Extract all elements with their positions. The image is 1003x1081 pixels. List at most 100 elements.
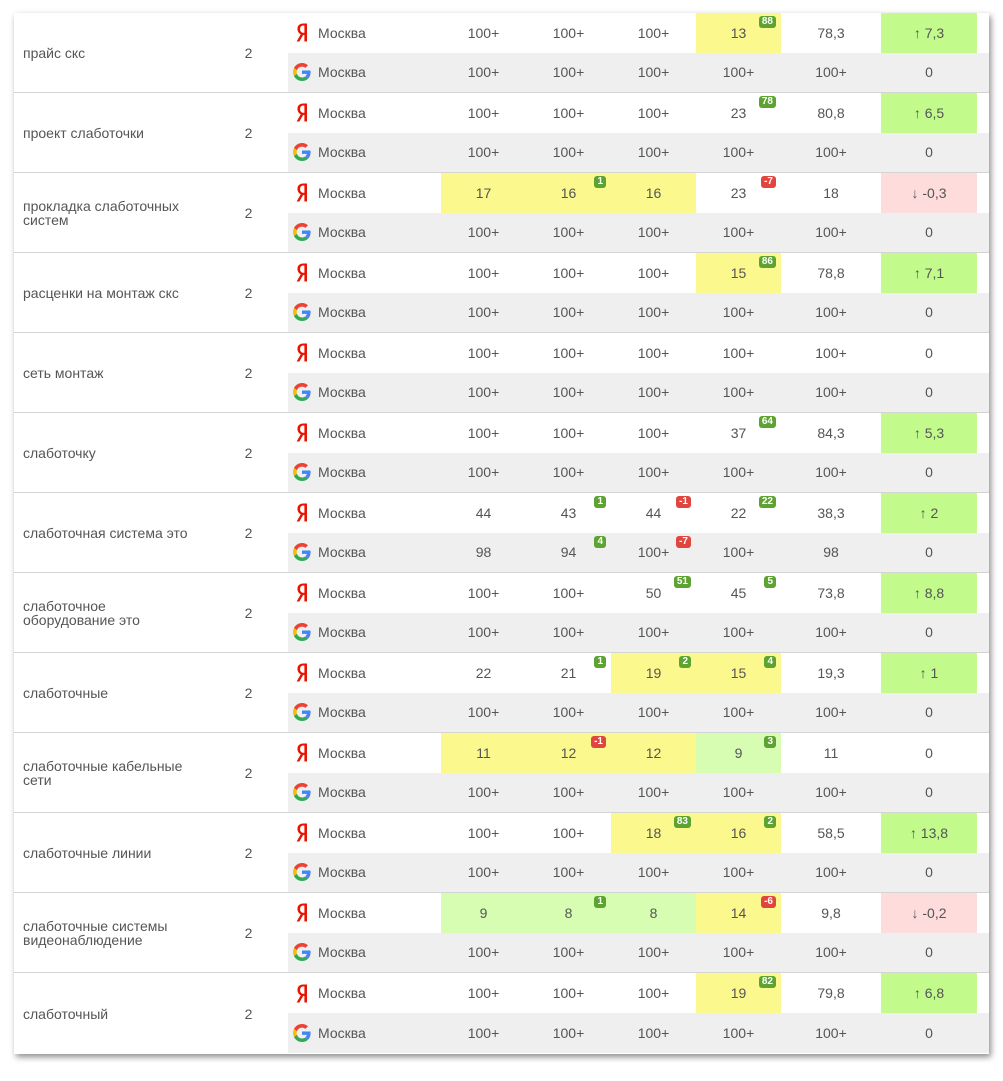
- keyword-cell: слаботочные кабельные сети: [14, 733, 209, 812]
- change-badge: 86: [758, 256, 776, 268]
- keyword-text: слаботочку: [23, 444, 96, 461]
- yandex-icon: [296, 423, 307, 442]
- region-label: Москва: [318, 985, 366, 1001]
- position-value: 100+: [722, 224, 755, 241]
- google-icon: [293, 623, 311, 642]
- yandex-row: Москва 100+ 100+ 100+ 15 86 78,8 ↑ 7,1: [288, 253, 989, 293]
- average-cell: 19,3: [817, 664, 845, 681]
- position-cell: 100+: [696, 1013, 781, 1053]
- keyword-count: 2: [244, 524, 253, 541]
- change-badge: -1: [676, 496, 691, 508]
- position-cell: 100+: [526, 1013, 611, 1053]
- position-cell: 9: [441, 893, 526, 933]
- position-cell: 100+: [611, 693, 696, 733]
- keyword-cell: сеть монтаж: [14, 333, 209, 412]
- average-cell: 58,5: [817, 824, 845, 841]
- yandex-row: Москва 17 16 1 16 23 -7 18 ↓ -0,3: [288, 173, 989, 213]
- position-value: 15: [730, 264, 747, 281]
- yandex-icon: [296, 984, 307, 1002]
- position-cell: 100+: [611, 53, 696, 93]
- position-value: 100+: [552, 384, 585, 401]
- keyword-count: 2: [244, 844, 253, 861]
- position-value: 100+: [552, 144, 585, 161]
- average-cell: 100+: [815, 944, 847, 961]
- keyword-group: слаботочная система это 2 Москва 44 43 1 …: [14, 493, 989, 573]
- position-value: 100+: [722, 144, 755, 161]
- google-icon: [293, 543, 311, 562]
- google-engine: [288, 293, 316, 333]
- google-row: Москва 100+ 100+ 100+ 100+ 100+ 0: [288, 852, 989, 893]
- trend-cell: ↑ 7,1: [881, 253, 977, 293]
- position-cell: 12: [611, 733, 696, 773]
- position-cell: 19 82: [696, 973, 781, 1013]
- position-cell: 16 1: [526, 173, 611, 213]
- position-cell: 100+: [526, 53, 611, 93]
- change-badge: 1: [594, 176, 606, 188]
- position-value: 100+: [637, 24, 670, 41]
- yandex-icon: [296, 343, 307, 362]
- yandex-row: Москва 100+ 100+ 100+ 19 82 79,8 ↑ 6,8: [288, 973, 989, 1013]
- yandex-engine: [288, 493, 316, 533]
- position-cell: 18 83: [611, 813, 696, 853]
- position-value: 100+: [722, 304, 755, 321]
- engine-rows: Москва 17 16 1 16 23 -7 18 ↓ -0,3 Москва 1…: [288, 173, 989, 252]
- keyword-cell: расценки на монтаж скс: [14, 253, 209, 332]
- position-cell: 16 2: [696, 813, 781, 853]
- yandex-row: Москва 100+ 100+ 100+ 13 88 78,3 ↑ 7,3: [288, 13, 989, 53]
- keyword-cell: слаботочные: [14, 653, 209, 732]
- yandex-icon: [296, 743, 307, 762]
- position-value: 100+: [722, 784, 755, 801]
- keyword-group: слаботочные линии 2 Москва 100+ 100+ 18 8…: [14, 813, 989, 893]
- position-cell: 100+: [441, 253, 526, 293]
- region-label: Москва: [318, 24, 366, 41]
- trend-cell: ↓ -0,2: [881, 893, 977, 933]
- position-value: 23: [730, 104, 747, 121]
- position-value: 100+: [722, 544, 755, 561]
- trend-cell: 0: [925, 704, 933, 721]
- yandex-engine: [288, 813, 316, 853]
- google-icon: [293, 1024, 311, 1042]
- keyword-text: слаботочное оборудование это: [23, 597, 140, 628]
- keyword-cell: слаботочные системы видеонаблюдение: [14, 893, 209, 972]
- position-cell: 100+: [441, 573, 526, 613]
- position-value: 12: [560, 744, 577, 761]
- average-cell: 100+: [815, 304, 847, 321]
- position-value: 100+: [637, 224, 670, 241]
- trend-cell: 0: [925, 344, 933, 361]
- position-value: 44: [645, 504, 662, 521]
- engine-rows: Москва 22 21 1 19 2 15 4 19,3 ↑ 1 Москва 10…: [288, 653, 989, 732]
- google-engine: [288, 853, 316, 893]
- yandex-row: Москва 100+ 100+ 100+ 37 64 84,3 ↑ 5,3: [288, 413, 989, 453]
- region-label: Москва: [318, 104, 366, 121]
- google-icon: [293, 943, 311, 962]
- position-value: 17: [475, 184, 492, 201]
- position-cell: 100+: [526, 13, 611, 53]
- position-value: 100+: [467, 464, 500, 481]
- yandex-engine: [288, 573, 316, 613]
- position-value: 43: [560, 504, 577, 521]
- position-value: 100+: [467, 24, 500, 41]
- position-cell: 100+: [696, 933, 781, 973]
- change-badge: 83: [673, 816, 691, 828]
- keyword-text: сеть монтаж: [23, 364, 104, 381]
- google-row: Москва 100+ 100+ 100+ 100+ 100+ 0: [288, 452, 989, 492]
- position-value: 100+: [552, 784, 585, 801]
- keyword-cell: слаботочные линии: [14, 813, 209, 892]
- change-badge: 78: [758, 96, 776, 108]
- google-engine: [288, 533, 316, 573]
- keyword-count: 2: [244, 764, 253, 781]
- region-label: Москва: [318, 224, 366, 241]
- yandex-icon: [296, 663, 307, 682]
- position-cell: 100+: [696, 213, 781, 253]
- position-cell: 100+: [611, 973, 696, 1013]
- keyword-text: слаботочные: [23, 684, 109, 701]
- google-engine: [288, 213, 316, 253]
- trend-cell: 0: [925, 304, 933, 321]
- position-value: 100+: [467, 104, 500, 121]
- position-cell: 100+: [526, 853, 611, 893]
- position-cell: 100+: [441, 13, 526, 53]
- trend-cell: 0: [925, 744, 933, 761]
- position-value: 16: [560, 184, 577, 201]
- position-value: 100+: [467, 584, 500, 601]
- position-value: 100+: [467, 824, 500, 841]
